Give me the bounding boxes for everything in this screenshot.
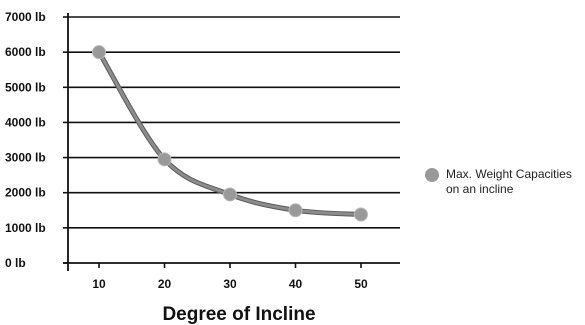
x-tick-label-40: 40 (289, 277, 303, 291)
data-point-50 (354, 207, 368, 222)
x-axis-title: Degree of Incline (162, 304, 315, 325)
legend: Max. Weight Capacities on an incline (425, 167, 585, 197)
legend-label-line-2: on an incline (446, 182, 514, 196)
x-tick-label-20: 20 (158, 277, 172, 291)
y-tick-label-7000: 7000 lb (5, 10, 46, 24)
axes (63, 13, 400, 271)
y-tick-label-5000: 5000 lb (5, 80, 46, 94)
legend-label: Max. Weight Capacities on an incline (446, 167, 572, 197)
x-tick-label-10: 10 (92, 277, 106, 291)
x-axis-tick-labels: 10 20 30 40 50 (92, 277, 368, 291)
y-tick-label-3000: 3000 lb (5, 151, 46, 165)
x-tick-label-50: 50 (354, 277, 368, 291)
data-point-40 (288, 203, 303, 218)
x-tick-label-30: 30 (223, 277, 237, 291)
y-tick-label-2000: 2000 lb (5, 186, 46, 200)
series-group (92, 45, 368, 222)
legend-label-line-1: Max. Weight Capacities (446, 167, 572, 181)
data-point-10 (92, 45, 106, 60)
y-tick-label-4000: 4000 lb (5, 115, 46, 129)
y-axis-tick-labels: 0 lb 1000 lb 2000 lb 3000 lb 4000 lb 5000 lb 6… (5, 10, 46, 270)
data-point-20 (157, 152, 172, 167)
y-tick-label-6000: 6000 lb (5, 45, 46, 59)
legend-marker (425, 168, 439, 182)
data-point-30 (223, 187, 237, 202)
y-tick-label-0: 0 lb (5, 256, 26, 270)
y-tick-label-1000: 1000 lb (5, 221, 46, 235)
grid-lines (68, 16, 400, 229)
